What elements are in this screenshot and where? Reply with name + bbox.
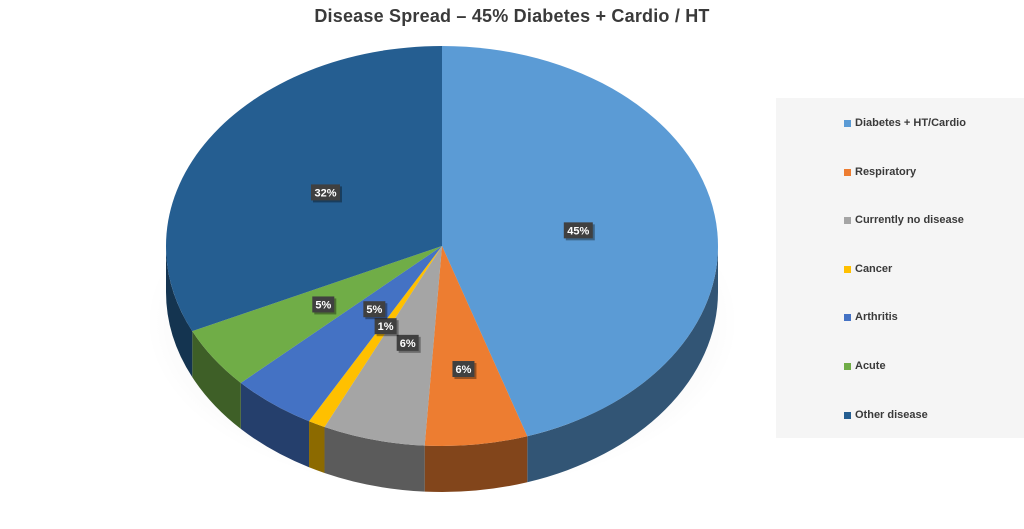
data-label-text: 45% bbox=[567, 225, 589, 237]
legend-swatch bbox=[844, 362, 851, 370]
pie-slice-side-cancer bbox=[309, 421, 325, 473]
pie-slice-side-currently-no-disease bbox=[324, 426, 425, 492]
data-label-respiratory: 6% bbox=[452, 361, 477, 380]
legend-item-currently-no-disease[interactable]: Currently no disease bbox=[844, 212, 964, 228]
legend-label: Cancer bbox=[855, 263, 893, 275]
pie-slice-acute[interactable] bbox=[192, 246, 442, 383]
data-label-text: 32% bbox=[314, 187, 336, 199]
legend-swatch bbox=[844, 411, 851, 419]
legend-label: Respiratory bbox=[855, 166, 917, 178]
legend-item-arthritis[interactable]: Arthritis bbox=[844, 309, 898, 325]
data-label-arthritis: 5% bbox=[363, 301, 388, 320]
pie-slice-side-other-disease bbox=[166, 246, 193, 378]
legend-swatch bbox=[844, 119, 851, 127]
data-label-text: 6% bbox=[455, 364, 471, 376]
pie-slice-side-acute bbox=[192, 331, 241, 429]
data-label-text: 5% bbox=[366, 304, 382, 316]
legend-label: Currently no disease bbox=[855, 214, 964, 226]
legend-swatch bbox=[844, 313, 851, 321]
data-label-acute: 5% bbox=[312, 296, 337, 315]
pie-slice-side-arthritis bbox=[240, 382, 310, 468]
data-label-diabetes-ht-cardio: 45% bbox=[563, 222, 595, 241]
legend-item-other-disease[interactable]: Other disease bbox=[844, 407, 928, 423]
legend-item-diabetes-ht-cardio[interactable]: Diabetes + HT/Cardio bbox=[844, 115, 966, 131]
data-label-text: 1% bbox=[378, 321, 394, 333]
legend-item-cancer[interactable]: Cancer bbox=[844, 261, 892, 277]
pie-slice-side-diabetes-ht-cardio bbox=[527, 246, 718, 483]
pie-slice-arthritis[interactable] bbox=[240, 246, 442, 422]
legend-label: Arthritis bbox=[855, 311, 898, 323]
legend-swatch bbox=[844, 168, 851, 176]
pie-slice-cancer[interactable] bbox=[309, 246, 442, 427]
pie-slice-diabetes-ht-cardio[interactable] bbox=[442, 46, 718, 437]
pie-slice-side-respiratory bbox=[424, 436, 528, 492]
data-label-other-disease: 32% bbox=[310, 184, 342, 203]
data-label-text: 6% bbox=[400, 338, 416, 350]
legend-item-respiratory[interactable]: Respiratory bbox=[844, 164, 916, 180]
legend-label: Other disease bbox=[855, 409, 928, 421]
legend-label: Acute bbox=[855, 360, 886, 372]
legend-item-acute[interactable]: Acute bbox=[844, 358, 886, 374]
data-label-currently-no-disease: 6% bbox=[396, 334, 421, 353]
data-label-cancer: 1% bbox=[374, 318, 399, 337]
pie-slice-respiratory[interactable] bbox=[424, 246, 528, 446]
pie-slice-other-disease[interactable] bbox=[166, 46, 442, 332]
pie-slice-currently-no-disease[interactable] bbox=[324, 246, 442, 446]
legend-label: Diabetes + HT/Cardio bbox=[855, 117, 966, 129]
legend-swatch bbox=[844, 216, 851, 224]
legend-swatch bbox=[844, 265, 851, 273]
legend: Diabetes + HT/Cardio Respiratory Currently… bbox=[776, 98, 1024, 438]
chart-title: Disease Spread – 45% Diabetes + Cardio /… bbox=[314, 6, 710, 26]
data-label-text: 5% bbox=[315, 299, 331, 311]
